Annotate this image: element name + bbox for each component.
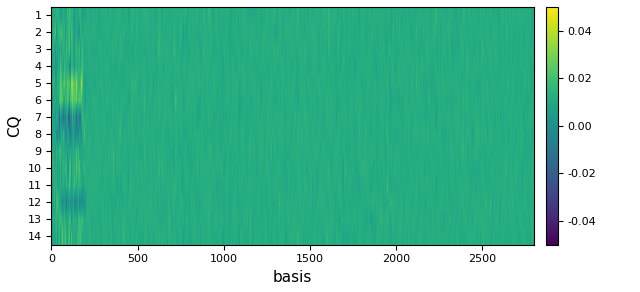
X-axis label: basis: basis — [273, 270, 312, 285]
Y-axis label: CQ: CQ — [7, 114, 22, 137]
